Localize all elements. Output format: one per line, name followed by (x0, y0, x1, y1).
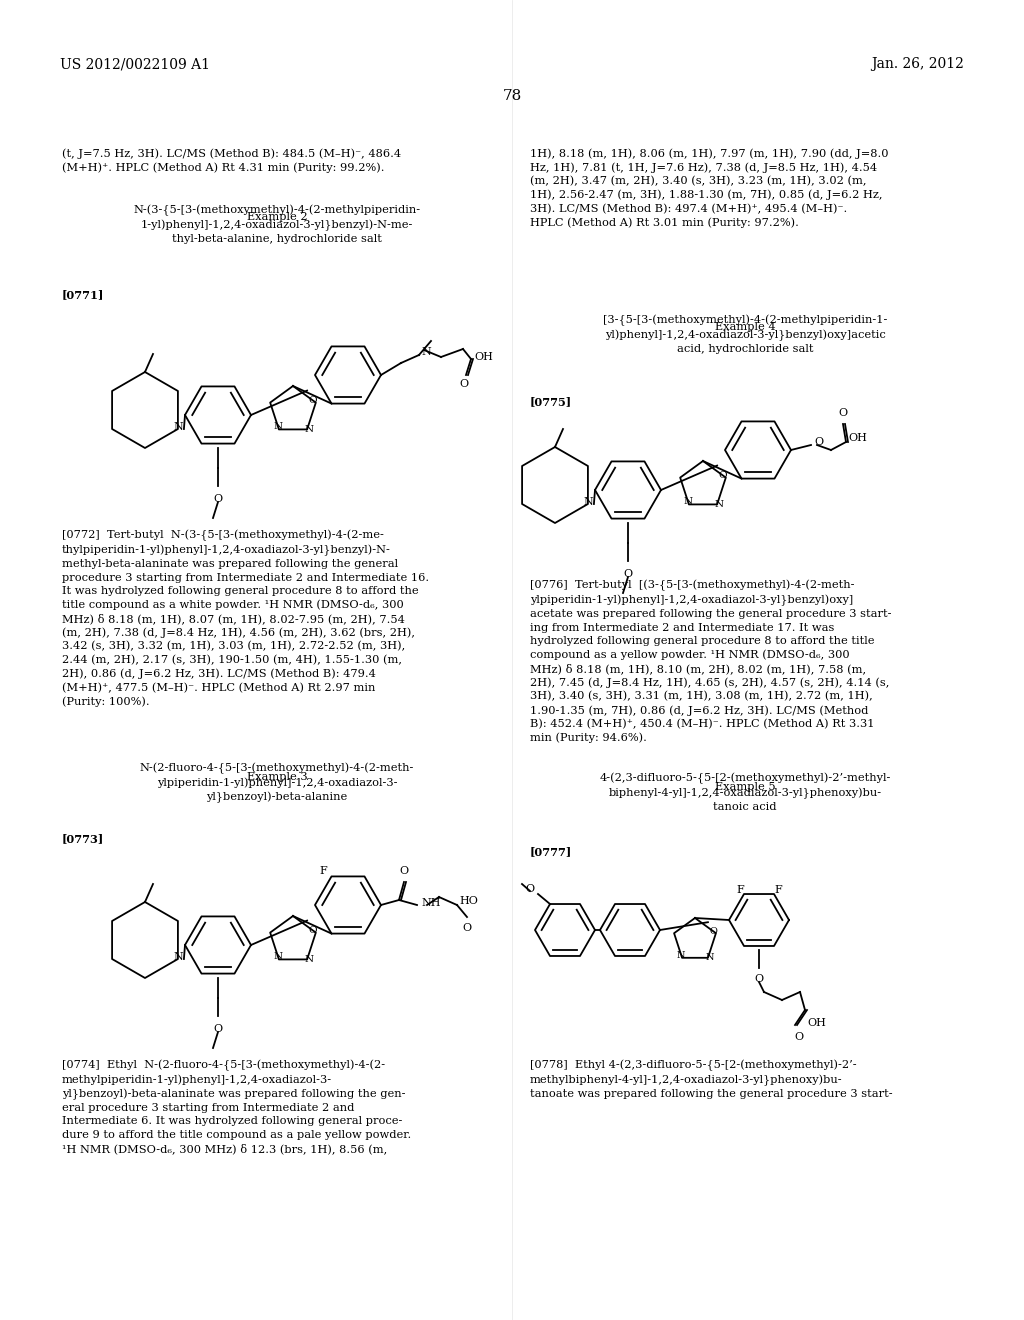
Text: [0775]: [0775] (530, 396, 572, 407)
Text: OH: OH (474, 352, 493, 362)
Text: Jan. 26, 2012: Jan. 26, 2012 (871, 57, 964, 71)
Text: O: O (463, 923, 472, 933)
Text: O: O (308, 927, 317, 935)
Text: O: O (839, 408, 848, 418)
Text: O: O (719, 471, 727, 480)
Text: O: O (710, 927, 718, 936)
Text: O: O (213, 1024, 222, 1034)
Text: N: N (304, 954, 313, 964)
Text: N: N (304, 425, 313, 434)
Text: O: O (213, 494, 222, 504)
Text: N: N (706, 953, 714, 962)
Text: [0778]  Ethyl 4-(2,3-difluoro-5-{5-[2-(methoxymethyl)-2’-
methylbiphenyl-4-yl]-1: [0778] Ethyl 4-(2,3-difluoro-5-{5-[2-(me… (530, 1060, 893, 1100)
Text: F: F (736, 884, 743, 895)
Text: N: N (273, 952, 283, 961)
Text: Example 5: Example 5 (715, 781, 775, 792)
Text: O: O (755, 974, 764, 983)
Text: [0771]: [0771] (62, 289, 104, 300)
Text: O: O (399, 866, 409, 876)
Text: Example 3: Example 3 (247, 772, 307, 781)
Text: 78: 78 (503, 88, 521, 103)
Text: N-(3-{5-[3-(methoxymethyl)-4-(2-methylpiperidin-
1-yl)phenyl]-1,2,4-oxadiazol-3-: N-(3-{5-[3-(methoxymethyl)-4-(2-methylpi… (133, 205, 421, 244)
Text: N: N (273, 422, 283, 430)
Text: [3-{5-[3-(methoxymethyl)-4-(2-methylpiperidin-1-
yl)phenyl]-1,2,4-oxadiazol-3-yl: [3-{5-[3-(methoxymethyl)-4-(2-methylpipe… (603, 314, 887, 354)
Text: O: O (308, 396, 317, 405)
Text: O: O (525, 884, 535, 894)
Text: F: F (774, 884, 782, 895)
Text: OH: OH (807, 1018, 826, 1028)
Text: [0773]: [0773] (62, 833, 104, 843)
Text: Example 4: Example 4 (715, 322, 775, 333)
Text: F: F (319, 866, 328, 876)
Text: N: N (583, 498, 593, 507)
Text: O: O (814, 437, 823, 447)
Text: 4-(2,3-difluoro-5-{5-[2-(methoxymethyl)-2’-methyl-
biphenyl-4-yl]-1,2,4-oxadiazo: 4-(2,3-difluoro-5-{5-[2-(methoxymethyl)-… (599, 772, 891, 812)
Text: Example 2: Example 2 (247, 213, 307, 222)
Text: NH: NH (421, 898, 440, 908)
Text: OH: OH (848, 433, 867, 444)
Text: [0776]  Tert-butyl  [(3-{5-[3-(methoxymethyl)-4-(2-meth-
ylpiperidin-1-yl)phenyl: [0776] Tert-butyl [(3-{5-[3-(methoxymeth… (530, 579, 892, 743)
Text: O: O (460, 379, 469, 389)
Text: HO: HO (459, 896, 478, 906)
Text: N: N (173, 422, 182, 432)
Text: (t, J=7.5 Hz, 3H). LC/MS (Method B): 484.5 (M–H)⁻, 486.4
(M+H)⁺. HPLC (Method A): (t, J=7.5 Hz, 3H). LC/MS (Method B): 484… (62, 148, 401, 173)
Text: US 2012/0022109 A1: US 2012/0022109 A1 (60, 57, 210, 71)
Text: N: N (421, 347, 431, 356)
Text: N-(2-fluoro-4-{5-[3-(methoxymethyl)-4-(2-meth-
ylpiperidin-1-yl)phenyl]-1,2,4-ox: N-(2-fluoro-4-{5-[3-(methoxymethyl)-4-(2… (140, 763, 414, 803)
Text: N: N (173, 952, 182, 962)
Text: N: N (677, 952, 685, 960)
Text: [0777]: [0777] (530, 846, 572, 857)
Text: [0772]  Tert-butyl  N-(3-{5-[3-(methoxymethyl)-4-(2-me-
thylpiperidin-1-yl)pheny: [0772] Tert-butyl N-(3-{5-[3-(methoxymet… (62, 531, 429, 708)
Text: O: O (624, 569, 633, 579)
Text: O: O (795, 1032, 804, 1041)
Text: [0774]  Ethyl  N-(2-fluoro-4-{5-[3-(methoxymethyl)-4-(2-
methylpiperidin-1-yl)ph: [0774] Ethyl N-(2-fluoro-4-{5-[3-(methox… (62, 1060, 412, 1154)
Text: N: N (683, 496, 692, 506)
Text: 1H), 8.18 (m, 1H), 8.06 (m, 1H), 7.97 (m, 1H), 7.90 (dd, J=8.0
Hz, 1H), 7.81 (t,: 1H), 8.18 (m, 1H), 8.06 (m, 1H), 7.97 (m… (530, 148, 889, 228)
Text: N: N (715, 500, 724, 510)
